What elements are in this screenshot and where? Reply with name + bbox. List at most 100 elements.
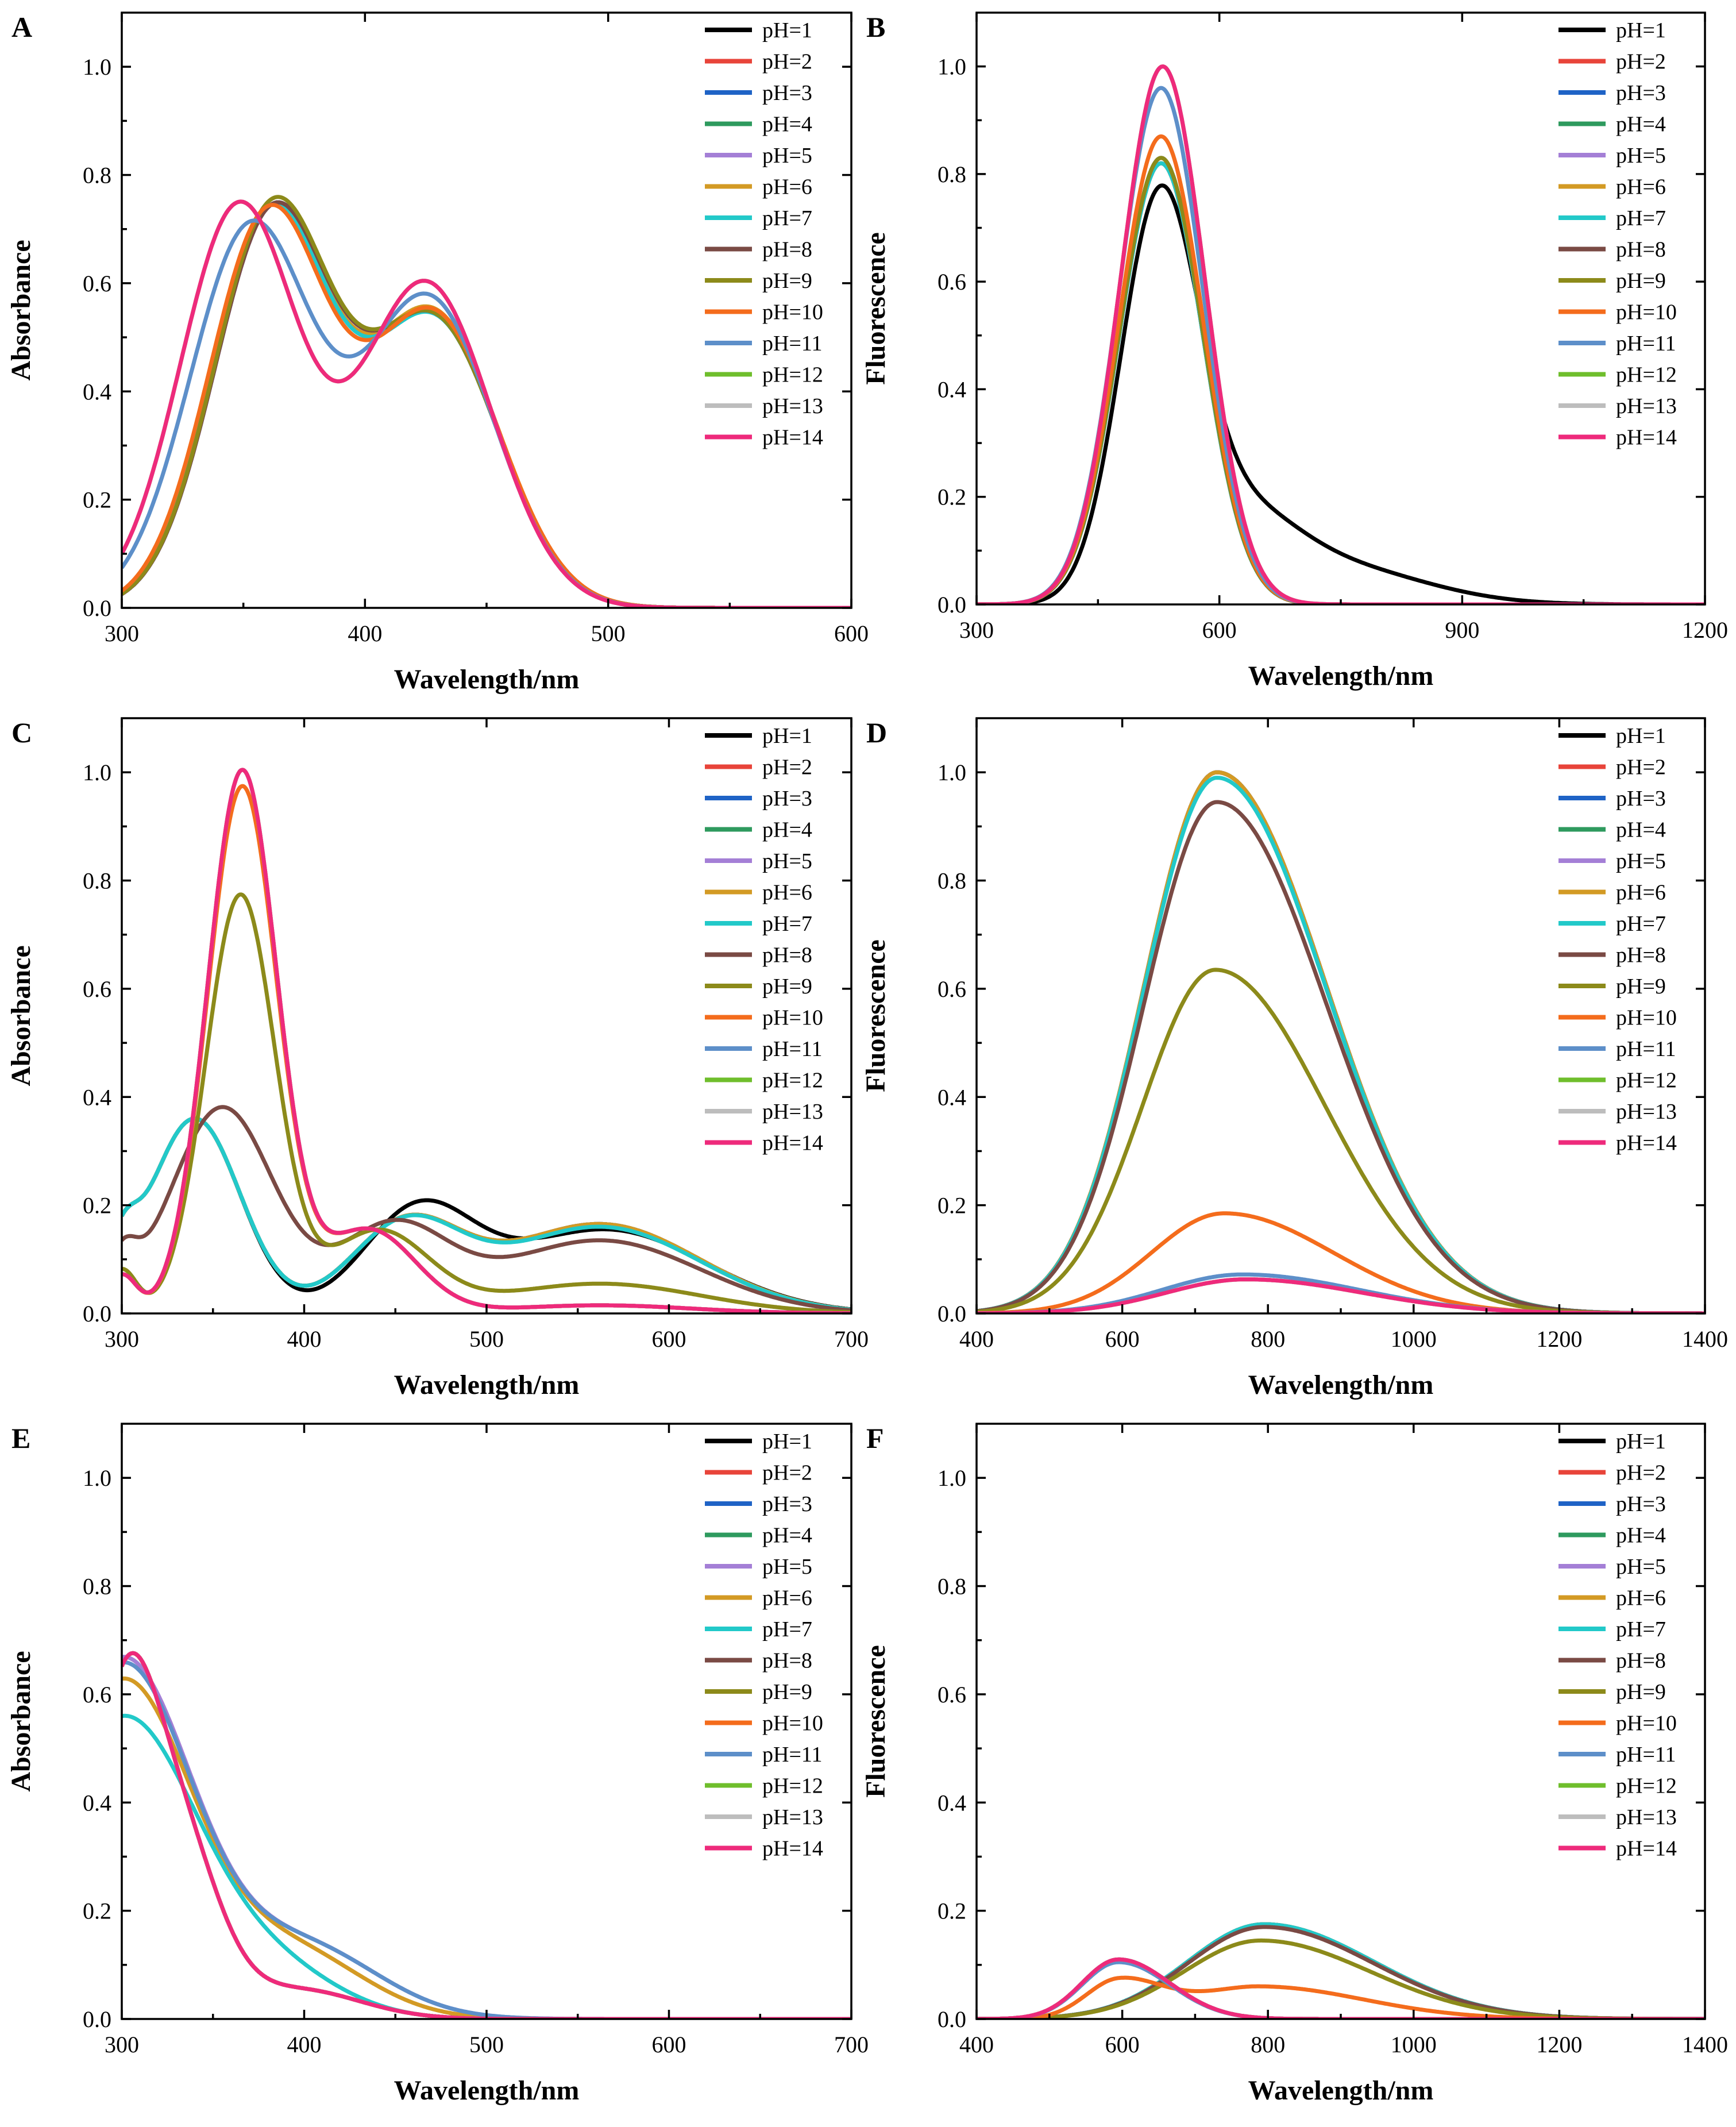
legend-label-f-pH9: pH=9: [1616, 1680, 1666, 1704]
x-tick-label-f: 1200: [1536, 2032, 1582, 2057]
legend-label-b-pH7: pH=7: [1616, 206, 1666, 230]
y-tick-label-c: 0.0: [83, 1301, 111, 1327]
legend-label-f-pH11: pH=11: [1616, 1743, 1676, 1767]
chart-panel-b: 300 600 900 1200 0.0 0.2 0.4 0.6 0.8 1.0 Wavelengt…: [861, 11, 1728, 691]
chart-panel-f: 400 600 800 1000 1200 1400 0.0 0.2 0.4 0.6 0.8 1.0 W…: [861, 1422, 1728, 2106]
series-line-b-pH11: [977, 86, 1705, 604]
legend-label-e-pH13: pH=13: [762, 1805, 823, 1829]
legend-label-c-pH10: pH=10: [762, 1006, 823, 1030]
series-line-b-pH14: [977, 64, 1705, 604]
series-line-e-pH12: [122, 1651, 851, 2019]
legend-label-f-pH14: pH=14: [1616, 1837, 1677, 1861]
y-tick-label-b: 0.4: [938, 376, 966, 402]
y-axis-title-a: Absorbance: [6, 240, 36, 380]
series-line-c-pH11: [122, 768, 851, 1313]
legend-label-b-pH14: pH=14: [1616, 426, 1677, 450]
y-axis-title-f: Fluorescence: [861, 1645, 891, 1798]
chart-panel-d: 400 600 800 1000 1200 1400 0.0 0.2 0.4 0.6 0.8 1.0 W…: [861, 716, 1728, 1400]
y-tick-label-a: 0.8: [83, 163, 111, 188]
series-line-f-pH3: [977, 1922, 1705, 2019]
x-tick-label-e: 600: [652, 2032, 686, 2057]
panel-label-c: C: [11, 716, 32, 749]
y-tick-label-e: 0.6: [83, 1682, 111, 1708]
series-line-e-pH5: [122, 1655, 851, 2019]
legend-label-c-pH8: pH=8: [762, 943, 812, 968]
legend-label-a-pH10: pH=10: [762, 300, 823, 325]
legend-label-a-pH11: pH=11: [762, 332, 822, 356]
series-group-e: [122, 1651, 851, 2019]
legend-f: pH=1 pH=2 pH=3 pH=4 pH=5 pH=6 pH=7 pH=8 pH=9 pH=1…: [1558, 1429, 1677, 1861]
x-tick-label-a: 500: [591, 621, 626, 646]
series-line-c-pH9: [122, 892, 851, 1313]
series-line-f-pH14: [977, 1957, 1705, 2019]
y-tick-label-f: 0.2: [938, 1898, 966, 1924]
series-line-a-pH14: [122, 199, 851, 608]
y-tick-label-e: 0.2: [83, 1898, 111, 1924]
legend-label-c-pH14: pH=14: [762, 1131, 823, 1155]
legend-label-e-pH4: pH=4: [762, 1524, 812, 1548]
x-tick-label-a: 600: [834, 621, 869, 646]
y-tick-label-d: 0.6: [938, 976, 966, 1002]
panel-label-f: F: [866, 1422, 884, 1454]
legend-label-e-pH5: pH=5: [762, 1555, 812, 1579]
x-tick-label-a: 300: [105, 621, 139, 646]
x-axis-title-f: Wavelength/nm: [1248, 2075, 1434, 2106]
y-tick-label-c: 0.2: [83, 1193, 111, 1219]
series-line-c-pH7: [122, 1116, 851, 1312]
x-tick-label-b: 300: [959, 617, 994, 643]
legend-label-e-pH7: pH=7: [762, 1617, 812, 1642]
x-axis-title-e: Wavelength/nm: [394, 2075, 580, 2106]
y-tick-label-a: 0.4: [83, 379, 111, 404]
legend-label-a-pH9: pH=9: [762, 269, 812, 293]
legend-label-e-pH6: pH=6: [762, 1586, 812, 1610]
legend-label-b-pH2: pH=2: [1616, 50, 1666, 74]
series-group-d: [977, 770, 1705, 1313]
x-tick-label-e: 500: [469, 2032, 504, 2057]
legend-label-c-pH2: pH=2: [762, 756, 812, 780]
legend-label-f-pH12: pH=12: [1616, 1774, 1677, 1798]
chart-panel-c: 300 400 500 600 700 0.0 0.2 0.4 0.6 0.8 1.0 Wavelen…: [6, 716, 869, 1400]
series-group-b: [977, 64, 1705, 604]
y-tick-label-d: 0.8: [938, 868, 966, 894]
legend-label-a-pH3: pH=3: [762, 81, 812, 105]
y-tick-label-f: 1.0: [938, 1465, 966, 1491]
panel-label-b: B: [866, 11, 885, 43]
series-line-f-pH4: [977, 1922, 1705, 2019]
legend-label-a-pH5: pH=5: [762, 144, 812, 168]
legend-label-a-pH14: pH=14: [762, 426, 823, 450]
legend-label-f-pH7: pH=7: [1616, 1617, 1666, 1642]
legend-label-a-pH8: pH=8: [762, 238, 812, 262]
y-tick-label-d: 1.0: [938, 760, 966, 785]
series-line-f-pH13: [977, 1957, 1705, 2019]
series-line-e-pH2: [122, 1651, 851, 2019]
y-tick-label-b: 0.8: [938, 161, 966, 187]
y-tick-label-d: 0.2: [938, 1193, 966, 1219]
series-line-e-pH4: [122, 1651, 851, 2019]
legend-label-e-pH1: pH=1: [762, 1429, 812, 1454]
x-tick-label-d: 1000: [1391, 1326, 1437, 1352]
y-tick-label-f: 0.6: [938, 1682, 966, 1708]
x-tick-label-b: 1200: [1682, 617, 1728, 643]
series-line-f-pH11: [977, 1960, 1705, 2019]
legend-label-b-pH1: pH=1: [1616, 18, 1666, 43]
x-tick-label-b: 600: [1202, 617, 1237, 643]
legend-label-a-pH13: pH=13: [762, 394, 823, 418]
legend-label-e-pH9: pH=9: [762, 1680, 812, 1704]
x-tick-label-f: 600: [1105, 2032, 1140, 2057]
legend-label-c-pH13: pH=13: [762, 1100, 823, 1124]
series-line-c-pH12: [122, 768, 851, 1313]
x-tick-label-c: 600: [652, 1326, 686, 1352]
legend-label-a-pH12: pH=12: [762, 363, 823, 387]
legend-label-b-pH5: pH=5: [1616, 144, 1666, 168]
x-tick-label-f: 1400: [1682, 2032, 1728, 2057]
x-axis-title-b: Wavelength/nm: [1248, 661, 1434, 691]
x-tick-label-e: 300: [105, 2032, 139, 2057]
legend-label-a-pH1: pH=1: [762, 18, 812, 43]
legend-label-d-pH2: pH=2: [1616, 756, 1666, 780]
legend-label-d-pH1: pH=1: [1616, 724, 1666, 748]
legend-a: pH=1 pH=2 pH=3 pH=4 pH=5 pH=6 pH=7 pH=8 pH=9 pH=1…: [705, 18, 823, 450]
y-tick-label-b: 0.2: [938, 484, 966, 510]
legend-label-b-pH8: pH=8: [1616, 238, 1666, 262]
x-tick-label-e: 700: [834, 2032, 869, 2057]
